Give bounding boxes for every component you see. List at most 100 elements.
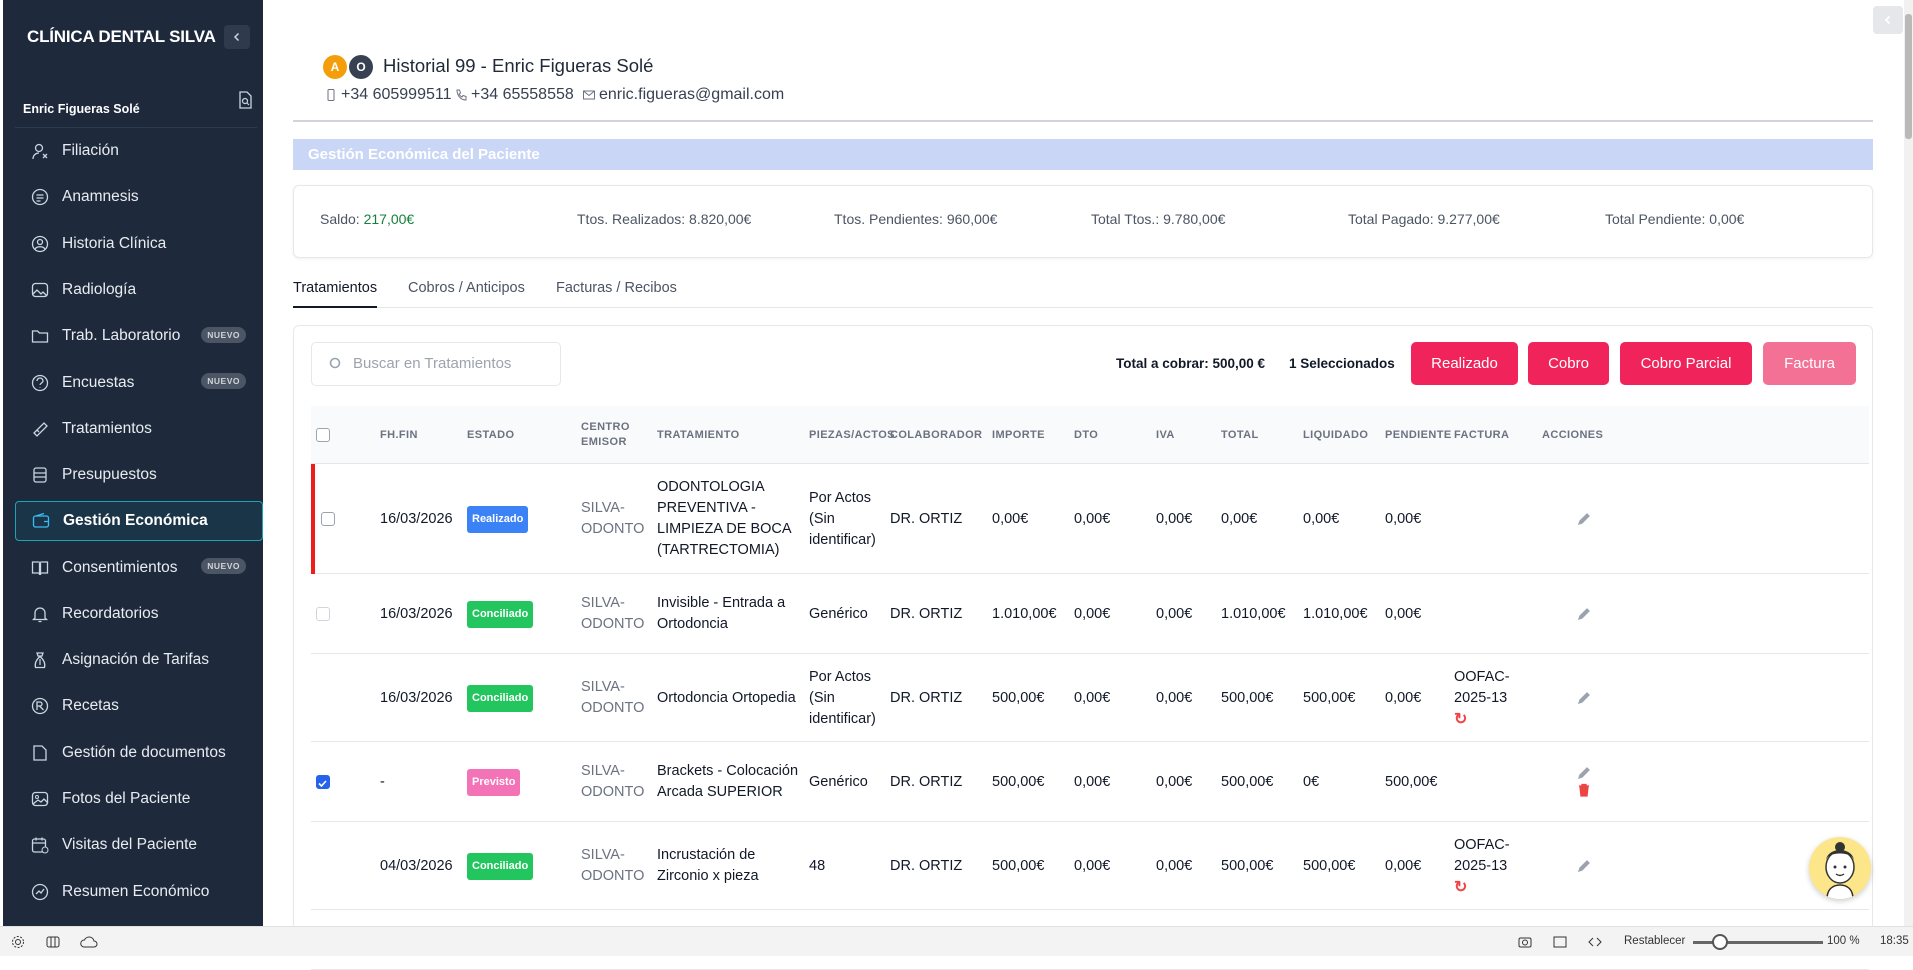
cell-importe: 500,00€ <box>992 689 1045 706</box>
select-all-checkbox[interactable] <box>316 428 330 442</box>
search-box[interactable] <box>311 342 561 386</box>
camera-icon[interactable] <box>1518 935 1532 949</box>
cell-piezas: 48 <box>809 857 826 874</box>
zoom-reset-link[interactable]: Restablecer <box>1624 935 1686 947</box>
col-estado[interactable]: ESTADO <box>467 428 515 441</box>
col-liquidado[interactable]: LIQUIDADO <box>1303 428 1369 441</box>
col-colaborador[interactable]: COLABORADOR <box>890 428 983 441</box>
cell-piezas: Por Actos (Sin identificar) <box>809 668 876 727</box>
sidebar-item-asignacion-de-tarifas[interactable]: Asignación de Tarifas <box>15 637 263 683</box>
edit-icon[interactable] <box>1577 607 1591 621</box>
zoom-slider-handle[interactable] <box>1712 934 1728 950</box>
edit-icon[interactable] <box>1577 691 1591 705</box>
sidebar-item-resumen-economico[interactable]: Resumen Económico <box>15 868 263 914</box>
sidebar-item-fotos-del-paciente[interactable]: Fotos del Paciente <box>15 776 263 822</box>
sidebar-item-radiologia[interactable]: Radiología <box>15 267 263 313</box>
cell-dto: 0,00€ <box>1074 689 1111 706</box>
collapse-sidebar-button[interactable] <box>224 25 250 49</box>
col-pendiente[interactable]: PENDIENTE <box>1385 428 1452 441</box>
table-row[interactable]: 04/03/2026 SILVA-ODONTO Incrustación de Zi… <box>311 822 1869 910</box>
sidebar-item-encuestas[interactable]: Encuestas NUEVO <box>15 359 263 405</box>
col-fhfin[interactable]: FH.FIN <box>380 428 418 441</box>
col-dto[interactable]: DTO <box>1074 428 1099 441</box>
sidebar-item-gestion-de-documentos[interactable]: Gestión de documentos <box>15 730 263 776</box>
row-checkbox[interactable] <box>316 775 330 789</box>
tooth-icon <box>33 422 48 437</box>
col-importe[interactable]: IMPORTE <box>992 428 1045 441</box>
invoice-number[interactable]: OOFAC-2025-13 <box>1454 668 1510 706</box>
assistant-avatar[interactable] <box>1809 837 1871 899</box>
col-total[interactable]: TOTAL <box>1221 428 1259 441</box>
cell-tratamiento: Brackets - Colocación Arcada SUPERIOR <box>657 763 799 800</box>
panel-icon[interactable] <box>46 935 60 949</box>
trash-icon[interactable] <box>1577 783 1591 797</box>
invoice-cell: OOFAC-2025-13 ↻ <box>1454 654 1519 742</box>
sidebar-item-visitas-del-paciente[interactable]: Visitas del Paciente <box>15 822 263 868</box>
cloud-icon[interactable] <box>80 935 98 949</box>
col-tratamiento[interactable]: TRATAMIENTO <box>657 428 740 441</box>
refresh-icon[interactable]: ↻ <box>1454 878 1468 896</box>
phone-icon <box>456 89 467 101</box>
sidebar-item-label: Radiología <box>62 281 137 299</box>
tab-cobros[interactable]: Cobros / Anticipos <box>408 280 525 296</box>
mobile-contact[interactable]: +34 605999511 <box>325 86 451 104</box>
edit-icon[interactable] <box>1577 766 1591 780</box>
zoom-slider[interactable] <box>1693 941 1823 944</box>
col-iva[interactable]: IVA <box>1156 428 1175 441</box>
chart-icon <box>31 883 49 900</box>
factura-button[interactable]: Factura <box>1763 342 1856 385</box>
cobro-button[interactable]: Cobro <box>1528 342 1609 385</box>
invoice-number[interactable]: OOFAC-2025-13 <box>1454 836 1510 874</box>
search-input[interactable] <box>353 355 553 372</box>
row-checkbox[interactable] <box>316 607 330 621</box>
col-piezas[interactable]: PIEZAS/ACTOS <box>809 428 895 441</box>
cobro-parcial-button[interactable]: Cobro Parcial <box>1620 342 1752 385</box>
document-search-icon[interactable] <box>237 91 253 109</box>
phone-contact[interactable]: +34 65558558 <box>455 86 574 104</box>
sidebar-item-tratamientos[interactable]: Tratamientos <box>15 406 263 452</box>
table-row[interactable]: - SILVA-ODONTO Brackets - Colocación Arcad… <box>311 742 1869 822</box>
status-badge: Conciliado <box>467 600 534 628</box>
col-factura[interactable]: FACTURA <box>1454 428 1510 441</box>
gear-icon[interactable] <box>11 935 25 949</box>
assistant-face-icon <box>1809 837 1871 899</box>
cell-dto: 0,00€ <box>1074 773 1111 790</box>
sidebar-item-recetas[interactable]: Recetas <box>15 683 263 729</box>
status-badge: Conciliado <box>467 852 534 880</box>
cell-liquidado: 0,00€ <box>1303 510 1340 527</box>
cell-pendiente: 500,00€ <box>1385 773 1438 790</box>
cell-liquidado: 0€ <box>1303 773 1320 790</box>
sidebar-item-historia-clinica[interactable]: Historia Clínica <box>15 221 263 267</box>
table-row[interactable]: 16/03/2026 SILVA-ODONTO Invisible - Entrad… <box>311 574 1869 654</box>
col-centro[interactable]: CENTRO EMISOR <box>581 421 630 448</box>
scrollbar-thumb[interactable] <box>1905 14 1912 139</box>
sidebar-item-presupuestos[interactable]: Presupuestos <box>15 452 263 498</box>
row-checkbox[interactable] <box>321 512 335 526</box>
sidebar-item-anamnesis[interactable]: Anamnesis <box>15 174 263 220</box>
tab-tratamientos[interactable]: Tratamientos <box>293 280 378 308</box>
sidebar-item-filiacion[interactable]: Filiación <box>15 128 263 174</box>
cell-importe: 0,00€ <box>992 510 1029 527</box>
code-icon[interactable] <box>1588 935 1602 949</box>
status-badge-cell: Conciliado <box>467 654 534 742</box>
sidebar-item-consentimientos[interactable]: Consentimientos NUEVO <box>15 544 263 590</box>
sidebar-item-trab-laboratorio[interactable]: Trab. Laboratorio NUEVO <box>15 313 263 359</box>
folder-icon <box>31 330 49 343</box>
user-icon <box>32 143 48 160</box>
refresh-icon[interactable]: ↻ <box>1454 710 1468 728</box>
realizado-button[interactable]: Realizado <box>1411 342 1518 385</box>
window-icon[interactable] <box>1553 935 1567 949</box>
page-scrollbar[interactable] <box>1904 0 1913 926</box>
edit-icon[interactable] <box>1577 512 1591 526</box>
table-row[interactable]: 16/03/2026 SILVA-ODONTO ODONTOLOGIA PREVEN… <box>311 464 1869 574</box>
email-contact[interactable]: enric.figueras@gmail.com <box>583 86 784 104</box>
tab-facturas[interactable]: Facturas / Recibos <box>556 280 677 296</box>
edit-icon[interactable] <box>1577 859 1591 873</box>
chevron-left-icon <box>233 32 240 42</box>
sidebar-item-gestion-economica[interactable]: Gestión Económica <box>15 501 263 542</box>
table-row[interactable]: 16/03/2026 SILVA-ODONTO Ortodoncia Ortoped… <box>311 654 1869 742</box>
cell-pendiente: 0,00€ <box>1385 689 1422 706</box>
sidebar-item-recordatorios[interactable]: Recordatorios <box>15 591 263 637</box>
cell-centro: SILVA-ODONTO <box>581 500 645 537</box>
collapse-panel-button[interactable] <box>1873 6 1903 34</box>
